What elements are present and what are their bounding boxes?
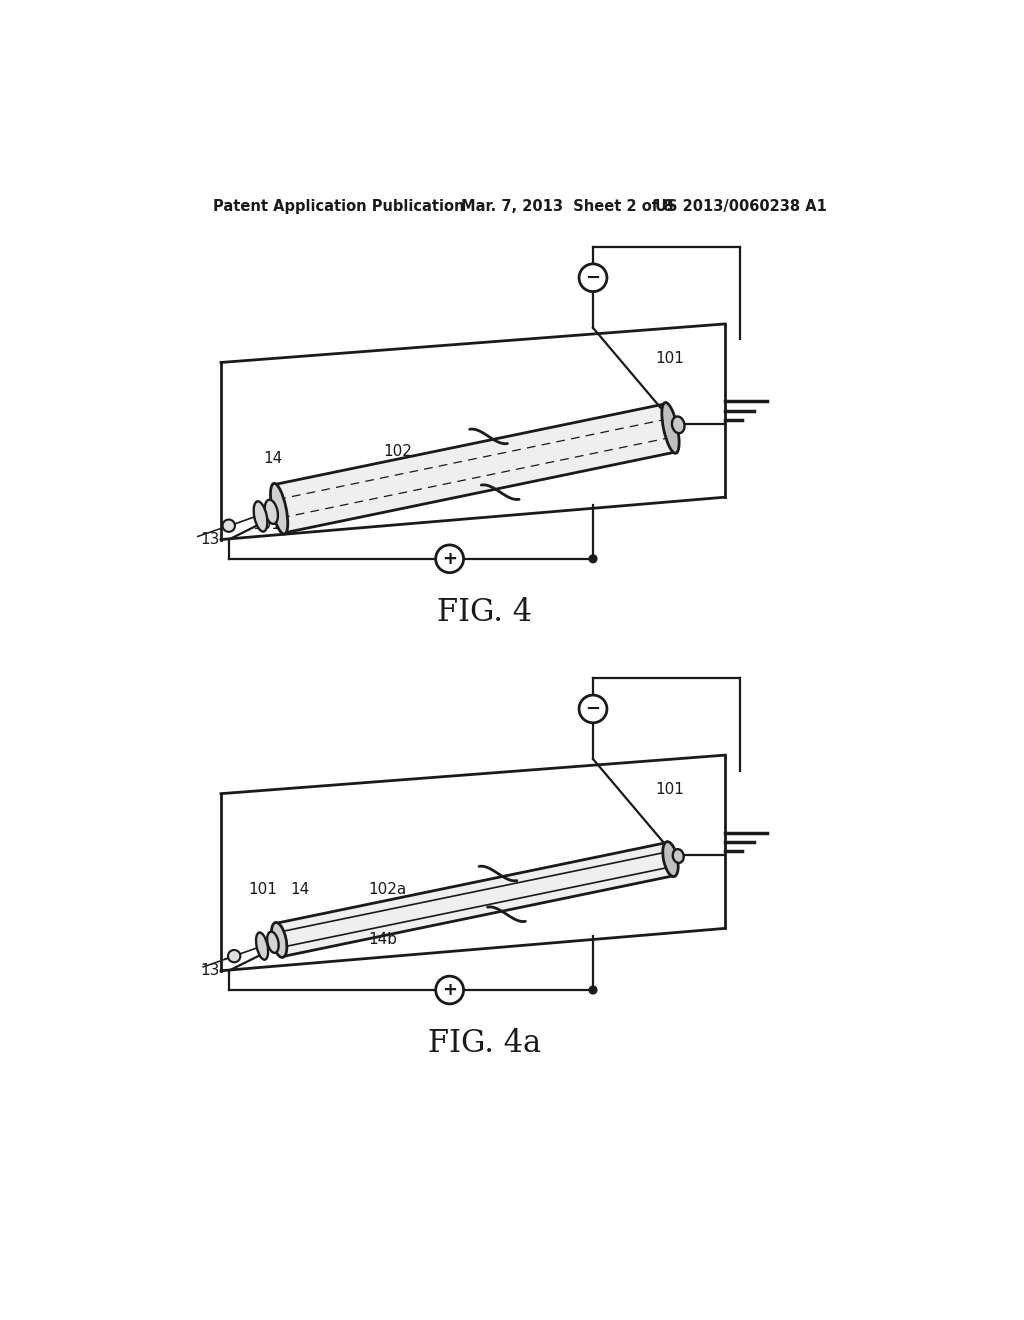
Text: 101: 101 xyxy=(655,783,684,797)
Text: +: + xyxy=(442,550,457,568)
Polygon shape xyxy=(275,842,674,957)
Circle shape xyxy=(222,520,234,532)
Text: FIG. 4a: FIG. 4a xyxy=(428,1028,541,1060)
Circle shape xyxy=(579,264,607,292)
Text: US 2013/0060238 A1: US 2013/0060238 A1 xyxy=(655,198,826,214)
Circle shape xyxy=(228,950,241,962)
Text: +: + xyxy=(442,981,457,999)
Text: 13: 13 xyxy=(200,964,219,978)
Text: 102a: 102a xyxy=(369,882,407,898)
Text: 102: 102 xyxy=(384,444,413,458)
Ellipse shape xyxy=(663,842,678,876)
Ellipse shape xyxy=(271,923,287,957)
Text: 101: 101 xyxy=(248,882,278,898)
Ellipse shape xyxy=(254,502,267,532)
Ellipse shape xyxy=(672,416,685,433)
Text: 14: 14 xyxy=(291,882,310,898)
Text: FIG. 4: FIG. 4 xyxy=(437,597,532,628)
Circle shape xyxy=(589,554,597,562)
Ellipse shape xyxy=(267,932,279,953)
Text: −: − xyxy=(586,269,600,286)
Text: 101: 101 xyxy=(655,351,684,366)
Circle shape xyxy=(589,986,597,994)
Circle shape xyxy=(435,977,464,1003)
Ellipse shape xyxy=(662,403,679,453)
Ellipse shape xyxy=(673,849,684,863)
Text: Mar. 7, 2013  Sheet 2 of 8: Mar. 7, 2013 Sheet 2 of 8 xyxy=(461,198,674,214)
Circle shape xyxy=(435,545,464,573)
Circle shape xyxy=(579,696,607,723)
Text: 14b: 14b xyxy=(369,932,397,948)
Text: 14: 14 xyxy=(263,451,283,466)
Text: Patent Application Publication: Patent Application Publication xyxy=(213,198,465,214)
Ellipse shape xyxy=(270,483,288,535)
Polygon shape xyxy=(274,404,676,533)
Text: 101: 101 xyxy=(252,516,281,532)
Ellipse shape xyxy=(256,932,268,960)
Text: 13: 13 xyxy=(200,532,219,546)
Ellipse shape xyxy=(265,500,278,524)
Text: −: − xyxy=(586,700,600,718)
